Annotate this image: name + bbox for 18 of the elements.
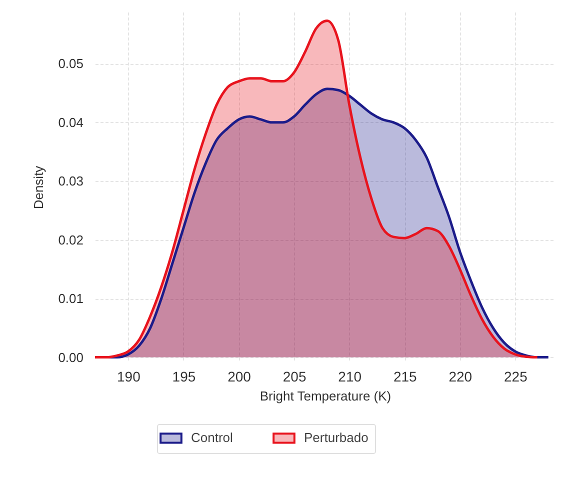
y-tick-label: 0.04 [58,114,84,130]
legend-label: Perturbado [304,430,368,446]
x-tick-label: 220 [448,368,472,384]
x-tick-label: 225 [504,368,528,384]
y-tick-label: 0.00 [58,350,84,365]
legend-label: Control [191,430,234,446]
x-tick-label: 205 [282,368,306,384]
y-tick-label: 0.02 [58,232,84,248]
x-tick-label: 195 [172,368,196,384]
x-tick-label: 190 [116,368,141,384]
y-axis-title: Density [31,165,46,210]
x-axis-title: Bright Temperature (K) [260,388,392,404]
x-tick-label: 210 [338,368,362,384]
x-tick-label: 215 [393,368,418,384]
x-tick-label: 200 [228,368,252,384]
y-tick-label: 0.03 [58,174,84,189]
y-tick-label: 0.05 [58,56,84,72]
y-tick-label: 0.01 [58,291,84,306]
